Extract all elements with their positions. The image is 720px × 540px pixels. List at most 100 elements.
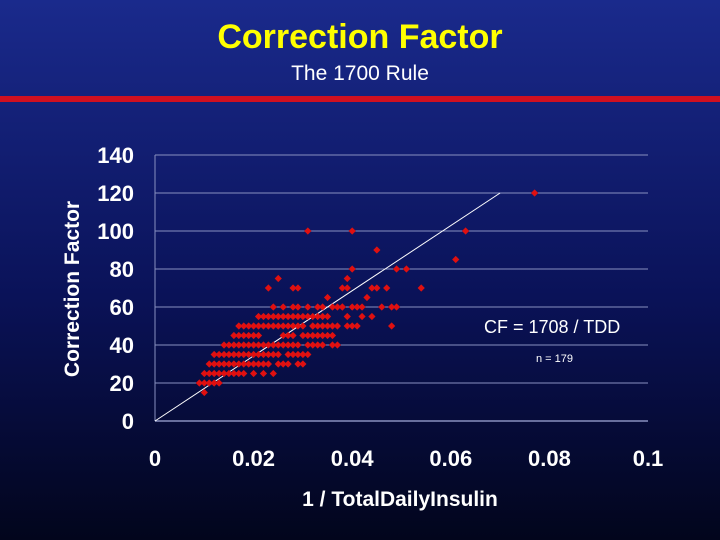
data-point	[333, 303, 342, 311]
y-axis-label: Correction Factor	[61, 201, 84, 377]
data-point	[284, 331, 292, 340]
data-point	[314, 341, 322, 349]
data-point	[235, 341, 243, 349]
data-point	[289, 350, 297, 359]
data-point	[452, 255, 460, 264]
data-point	[328, 341, 337, 349]
data-point	[319, 341, 327, 349]
data-point	[284, 322, 292, 330]
data-point	[304, 350, 312, 359]
data-point	[309, 312, 317, 321]
data-point	[274, 350, 282, 359]
data-point	[383, 284, 391, 292]
data-point	[343, 274, 351, 283]
data-point	[274, 341, 282, 349]
data-point	[314, 303, 322, 311]
data-point	[250, 331, 258, 340]
data-point	[338, 303, 346, 311]
data-point	[264, 284, 272, 292]
data-point	[294, 303, 302, 311]
data-point	[289, 341, 297, 349]
formula-annotation: CF = 1708 / TDD	[484, 317, 620, 337]
data-point	[294, 341, 302, 349]
data-point	[368, 312, 376, 321]
x-axis-label: 1 / TotalDailyInsulin	[302, 488, 498, 511]
data-point	[348, 227, 356, 235]
data-point	[240, 369, 248, 378]
data-point	[299, 360, 307, 368]
data-point	[205, 360, 213, 368]
data-point	[259, 360, 268, 368]
slide-subtitle: The 1700 Rule	[291, 62, 429, 85]
data-point	[284, 312, 292, 321]
data-point	[294, 322, 302, 330]
y-axis-ticks: 0 20 40 60 80 100 120 140	[97, 143, 134, 434]
data-point	[402, 265, 411, 273]
data-point	[269, 341, 277, 349]
x-tick-label: 0.08	[528, 446, 571, 471]
data-point	[200, 388, 208, 397]
data-point	[328, 322, 337, 330]
data-point	[245, 341, 253, 349]
data-point	[304, 331, 312, 340]
data-point	[210, 379, 218, 387]
data-point	[205, 379, 213, 387]
x-tick-label: 0	[149, 446, 161, 471]
data-point	[299, 312, 307, 321]
data-point	[250, 369, 258, 378]
data-point	[259, 369, 268, 378]
data-point	[319, 331, 327, 340]
data-point	[225, 369, 233, 378]
data-point	[388, 303, 396, 311]
data-point	[343, 312, 351, 321]
data-point	[299, 350, 307, 359]
data-point	[240, 350, 248, 359]
data-point	[319, 312, 327, 321]
data-point	[225, 360, 233, 368]
data-point	[348, 322, 356, 330]
data-point	[294, 350, 302, 359]
data-point	[284, 350, 292, 359]
data-point	[363, 293, 371, 302]
data-point	[279, 341, 287, 349]
y-tick-label: 140	[97, 143, 134, 168]
y-tick-label: 60	[110, 295, 134, 320]
data-point	[294, 360, 302, 368]
data-point	[220, 360, 228, 368]
data-point	[250, 341, 258, 349]
data-point	[245, 350, 253, 359]
data-point	[215, 350, 223, 359]
y-tick-label: 20	[110, 371, 134, 396]
data-point	[240, 322, 248, 330]
data-point	[259, 341, 268, 349]
data-point	[230, 331, 238, 340]
data-point	[235, 360, 243, 368]
y-tick-label: 40	[110, 333, 134, 358]
data-point	[319, 322, 327, 330]
data-point	[264, 312, 272, 321]
data-point	[461, 227, 470, 235]
data-points	[195, 189, 539, 397]
data-point	[264, 350, 272, 359]
data-point	[289, 322, 297, 330]
x-tick-label: 0.1	[633, 446, 664, 471]
data-point	[254, 331, 263, 340]
data-point	[210, 360, 218, 368]
data-point	[279, 322, 287, 330]
data-point	[358, 303, 366, 311]
data-point	[323, 331, 332, 340]
data-point	[333, 341, 342, 349]
data-point	[274, 360, 282, 368]
data-point	[417, 284, 425, 292]
data-point	[314, 322, 322, 330]
data-point	[289, 331, 297, 340]
data-point	[235, 331, 243, 340]
data-point	[225, 341, 233, 349]
data-point	[210, 350, 218, 359]
data-point	[215, 360, 223, 368]
data-point	[338, 284, 346, 292]
data-point	[274, 322, 282, 330]
data-point	[309, 322, 317, 330]
data-point	[314, 312, 322, 321]
